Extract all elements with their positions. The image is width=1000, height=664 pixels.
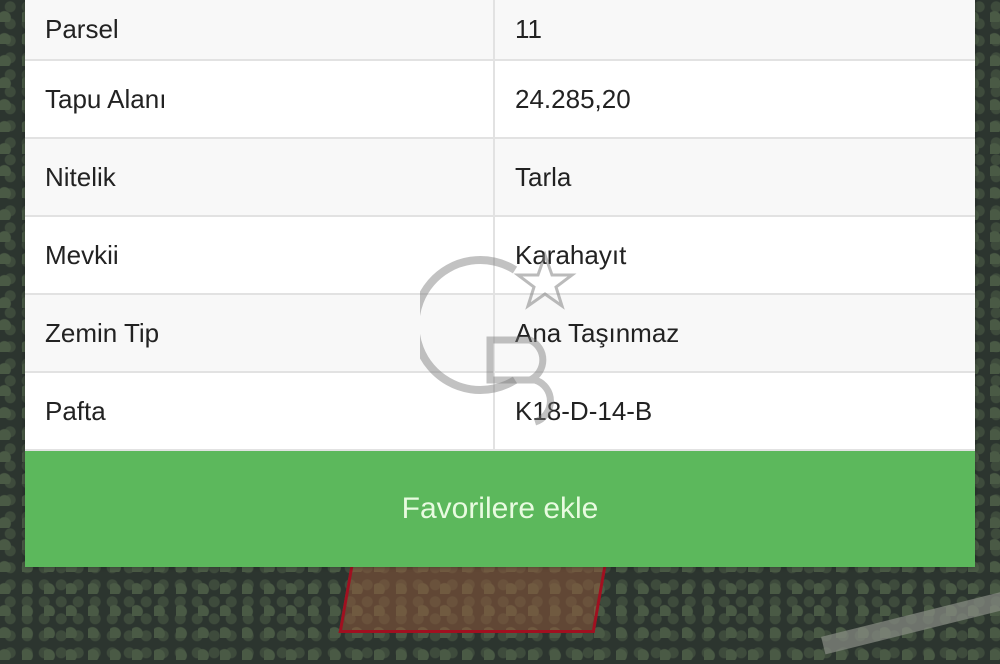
table-row: Mevkii Karahayıt: [25, 217, 975, 295]
row-label: Nitelik: [25, 139, 495, 215]
table-row: Zemin Tip Ana Taşınmaz: [25, 295, 975, 373]
row-label: Zemin Tip: [25, 295, 495, 371]
row-value: Karahayıt: [515, 239, 627, 270]
table-row: Nitelik Tarla: [25, 139, 975, 217]
row-value: 11: [515, 14, 542, 44]
row-label: Mevkii: [25, 217, 495, 293]
row-value: 24.285,20: [515, 83, 631, 114]
table-row: Tapu Alanı 24.285,20: [25, 61, 975, 139]
parcel-info-card: Parsel 11 Tapu Alanı 24.285,20 Nitelik T…: [25, 0, 975, 567]
parcel-boundary: [338, 560, 608, 633]
row-value: K18-D-14-B: [515, 395, 653, 426]
add-to-favorites-button[interactable]: Favorilere ekle: [25, 451, 975, 567]
row-label: Pafta: [25, 373, 495, 449]
row-value: Ana Taşınmaz: [515, 317, 680, 348]
table-row: Pafta K18-D-14-B: [25, 373, 975, 451]
row-value: Tarla: [515, 161, 572, 192]
row-label: Parsel: [25, 0, 495, 59]
row-label: Tapu Alanı: [25, 61, 495, 137]
table-row: Parsel 11: [25, 0, 975, 61]
